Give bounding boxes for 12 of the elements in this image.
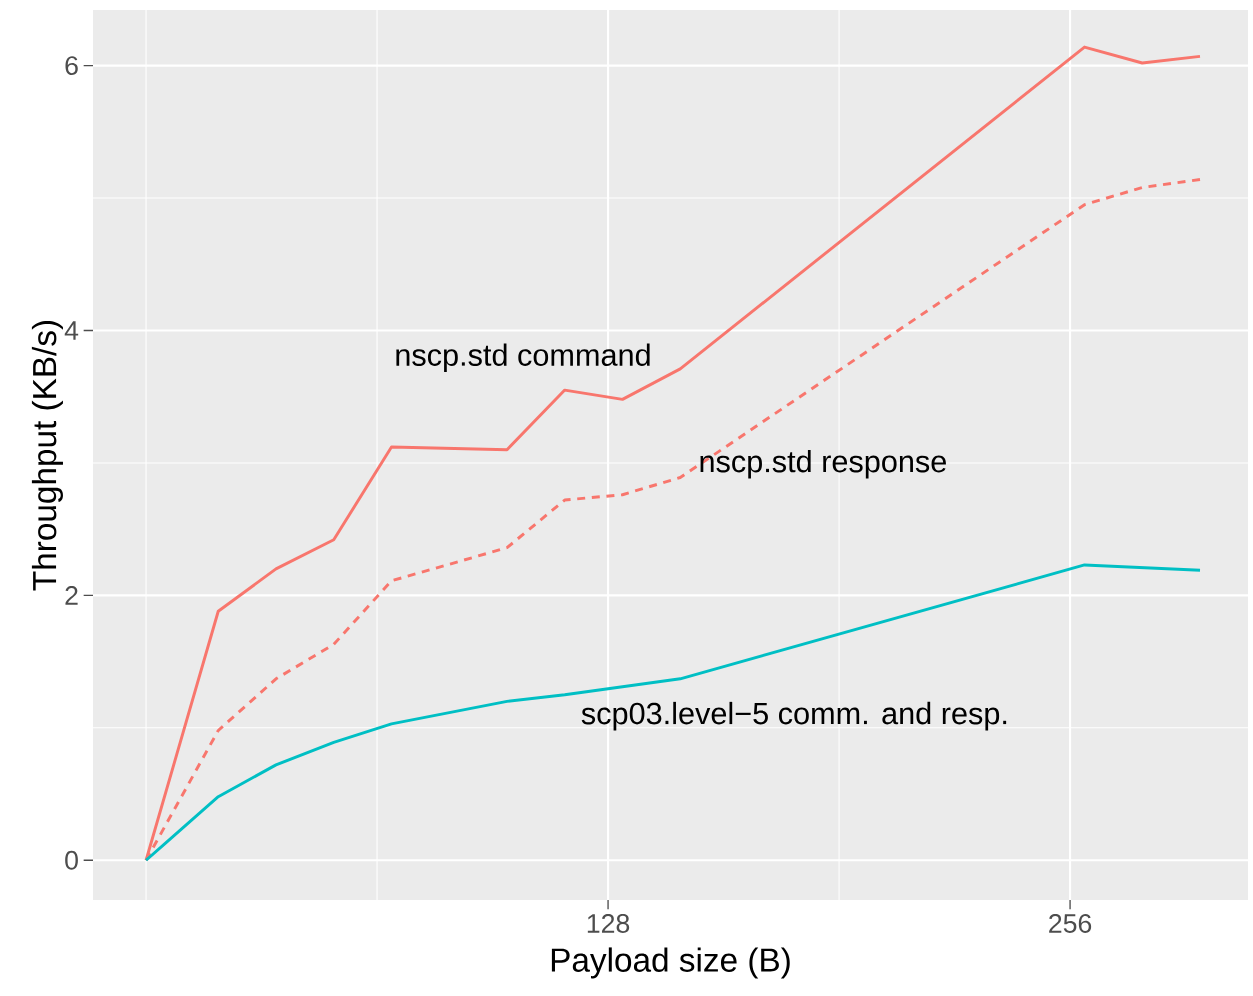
x-tick-label: 256 [1049, 914, 1092, 933]
y-axis-title: Throughput (KB/s) [31, 320, 63, 591]
series-label: scp03.level−5 comm. and resp. [581, 701, 1007, 731]
y-tick-label: 2 [65, 586, 78, 605]
y-tick-label: 6 [65, 56, 78, 76]
line-series [144, 563, 1202, 862]
series-label: nscp.std command [396, 343, 650, 372]
y-tick-label: 4 [64, 321, 79, 340]
y-tick-label: 0 [65, 850, 78, 870]
x-tick-label: 128 [587, 914, 630, 933]
x-axis-title: Payload size (B) [551, 947, 790, 979]
series-label: nscp.std response [700, 449, 946, 479]
